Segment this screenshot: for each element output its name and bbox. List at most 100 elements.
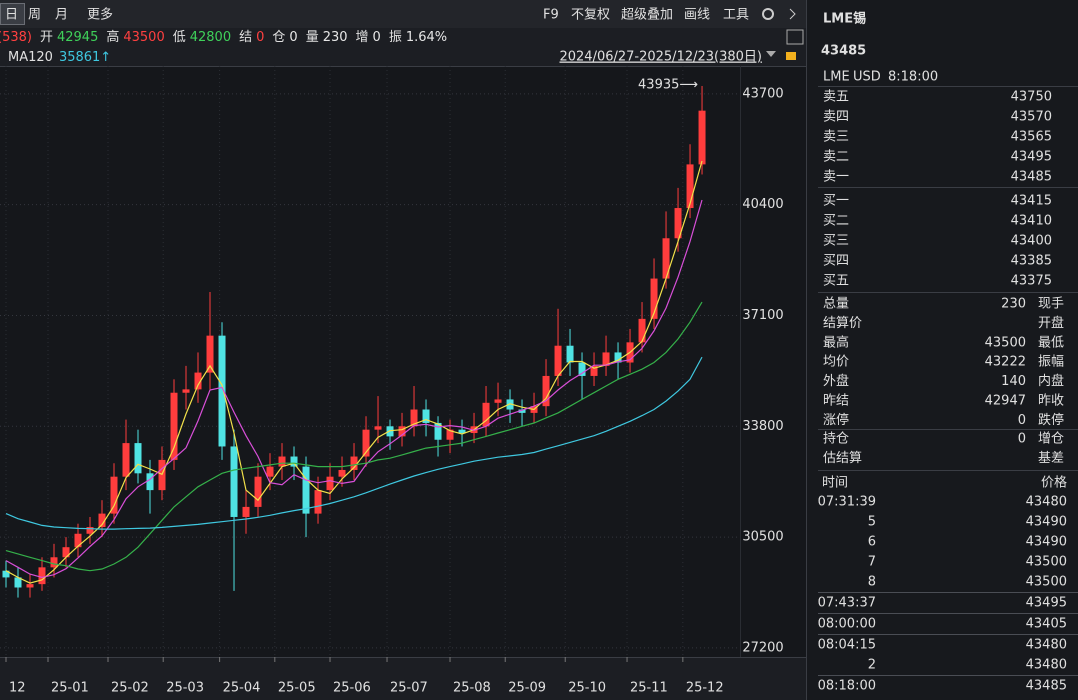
candle-body: [74, 533, 82, 548]
candle-body: [506, 399, 514, 410]
tool-button[interactable]: 不复权: [571, 7, 610, 23]
candle-body: [614, 352, 622, 363]
candle-body: [230, 446, 238, 517]
dropdown-icon[interactable]: [766, 51, 776, 57]
candle-body: [50, 557, 58, 568]
candle-body: [302, 466, 310, 514]
wp-icon[interactable]: [786, 29, 804, 45]
x-tick-label: 25-08: [453, 681, 491, 696]
stat-label: 涨停: [823, 412, 849, 428]
candle-body: [290, 456, 298, 467]
book-price: 43400: [1011, 234, 1052, 249]
x-tick-label: 25-09: [508, 681, 546, 696]
tool-button[interactable]: 工具: [723, 8, 749, 23]
book-label: 买一: [823, 194, 849, 209]
trade-price: 43490: [1026, 535, 1067, 550]
quote-label: 增: [356, 30, 369, 45]
candle-body: [146, 473, 154, 491]
trades-header: 时间: [822, 476, 848, 491]
candle-body: [362, 429, 370, 457]
period-active[interactable]: [0, 3, 25, 25]
x-tick-label: 25-10: [568, 681, 606, 696]
lock-icon[interactable]: [786, 52, 796, 60]
ma-line: [5, 160, 703, 584]
quote-value: 42800: [190, 30, 231, 45]
quote-value: 42945: [57, 30, 98, 45]
stat-label: 基差: [1038, 451, 1064, 466]
book-price: 43375: [1011, 274, 1052, 289]
y-tick-label: 40400: [742, 197, 783, 212]
candle-body: [134, 443, 142, 474]
book-price: 43385: [1011, 254, 1052, 269]
trade-time: 08:00:00: [818, 617, 876, 632]
stat-value: 43222: [985, 355, 1026, 370]
tool-button[interactable]: F9: [543, 8, 559, 23]
date-range[interactable]: 2024/06/27-2025/12/23(380日): [559, 50, 762, 65]
x-tick-label: 25-04: [223, 681, 261, 696]
candle-body: [98, 513, 106, 528]
instrument-title: LME锡: [823, 11, 866, 27]
candle-body: [554, 345, 562, 376]
trade-price: 43490: [1026, 515, 1067, 530]
y-tick-label: 43700: [742, 86, 783, 101]
candle-body: [422, 409, 430, 423]
candle-body: [650, 278, 658, 319]
tool-button[interactable]: 画线: [684, 8, 710, 23]
candle-body: [446, 429, 454, 440]
trade-time: 07:43:37: [818, 596, 876, 611]
candle-body: [398, 426, 406, 437]
ma-name: MA120: [8, 50, 53, 65]
book-label: 卖四: [823, 110, 849, 125]
x-tick-label: 25-12: [686, 681, 724, 696]
book-label: 卖二: [823, 150, 849, 165]
x-tick-label: 25-06: [333, 681, 371, 696]
candle-body: [482, 402, 490, 427]
period-tab[interactable]: 更多: [87, 7, 113, 23]
candle-body: [14, 577, 22, 588]
quote-value: 0: [373, 30, 381, 45]
period-tab[interactable]: 日: [5, 8, 18, 23]
stat-label: 最低: [1038, 335, 1064, 350]
candle-body: [638, 318, 646, 343]
quote-prefix: (538): [0, 30, 32, 45]
quote-label: 振: [389, 30, 402, 45]
candle-body: [590, 365, 598, 376]
trade-time: 2: [868, 658, 876, 673]
quote-value: 43500: [123, 30, 164, 45]
candle-body: [434, 422, 442, 440]
book-price: 43750: [1011, 90, 1052, 105]
y-tick-label: 33800: [742, 419, 783, 434]
stat-label: 昨收: [1038, 394, 1064, 409]
stat-label: 外盘: [823, 373, 849, 389]
trade-price: 43480: [1026, 495, 1067, 510]
x-tick-label: 25-05: [278, 681, 316, 696]
tool-button[interactable]: 超级叠加: [621, 8, 673, 23]
book-price: 43415: [1011, 194, 1052, 209]
ma-legend: MA120 35861↑: [8, 50, 111, 65]
y-tick-label: 30500: [742, 530, 783, 545]
ma-line: [5, 199, 703, 579]
settings-icon[interactable]: [762, 8, 774, 20]
candle-body: [326, 476, 334, 491]
trade-price: 43480: [1026, 658, 1067, 673]
candle-body: [86, 527, 94, 534]
trade-time: 08:18:00: [818, 679, 876, 694]
book-label: 买五: [823, 274, 849, 289]
expand-icon[interactable]: [789, 8, 796, 20]
x-tick-label: 25-07: [390, 681, 428, 696]
candle-body: [686, 164, 694, 209]
period-tab[interactable]: 周: [28, 8, 41, 23]
candle-body: [602, 352, 610, 366]
stat-value: 0: [1018, 432, 1026, 447]
trade-time: 8: [868, 575, 876, 590]
candle-body: [698, 110, 706, 165]
stat-value: 230: [1001, 297, 1026, 312]
book-price: 43495: [1011, 150, 1052, 165]
x-tick-label: 25-03: [166, 681, 204, 696]
trade-time: 7: [868, 555, 876, 570]
period-tab[interactable]: 月: [55, 8, 68, 23]
candle-body: [206, 335, 214, 373]
candle-body: [110, 476, 118, 514]
candle-body: [38, 567, 46, 585]
